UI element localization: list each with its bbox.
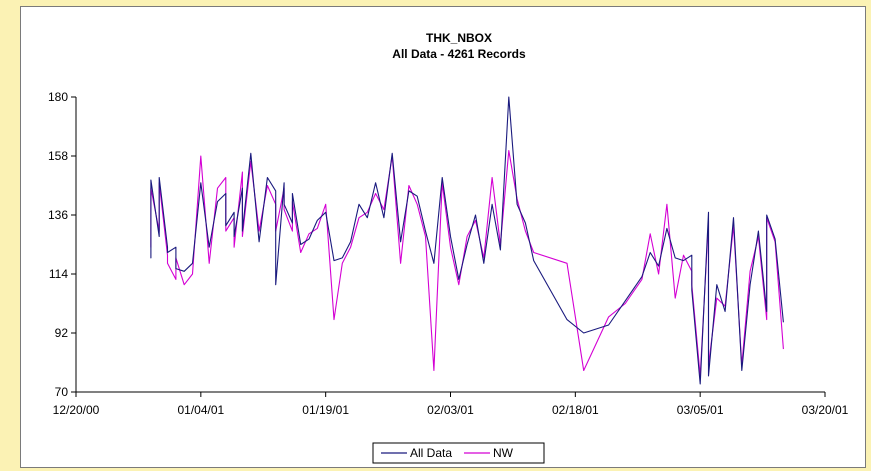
- series-line-all-data: [150, 96, 784, 385]
- y-tick-label: 70: [55, 385, 69, 399]
- x-tick-label: 02/03/01: [427, 403, 474, 417]
- chart-subtitle: All Data - 4261 Records: [392, 47, 526, 61]
- chart-title: THK_NBOX: [426, 31, 492, 45]
- x-tick-label: 12/20/00: [53, 403, 100, 417]
- y-tick-label: 158: [48, 149, 68, 163]
- legend-label-all-data: All Data: [410, 446, 452, 460]
- x-tick-label: 03/20/01: [802, 403, 849, 417]
- legend: All Data NW: [372, 442, 545, 464]
- x-tick-label: 01/19/01: [302, 403, 349, 417]
- x-axis: 12/20/00 01/04/01 01/19/01 02/03/01 02/18/01…: [53, 391, 849, 417]
- plot-area: [150, 96, 784, 385]
- x-tick-label: 02/18/01: [552, 403, 599, 417]
- x-tick-label: 03/05/01: [677, 403, 724, 417]
- chart-frame: THK_NBOX All Data - 4261 Records 70 92 114…: [20, 6, 866, 468]
- y-axis: 70 92 114 136 158 180: [48, 90, 77, 399]
- legend-box: [372, 442, 545, 464]
- x-tick-label: 01/04/01: [177, 403, 224, 417]
- legend-label-nw: NW: [493, 446, 514, 460]
- y-tick-label: 180: [48, 90, 68, 104]
- y-tick-label: 92: [55, 326, 69, 340]
- y-tick-label: 114: [49, 267, 68, 281]
- line-chart: THK_NBOX All Data - 4261 Records 70 92 114…: [48, 31, 849, 464]
- series-line-nw: [150, 150, 784, 377]
- y-tick-label: 136: [48, 208, 68, 222]
